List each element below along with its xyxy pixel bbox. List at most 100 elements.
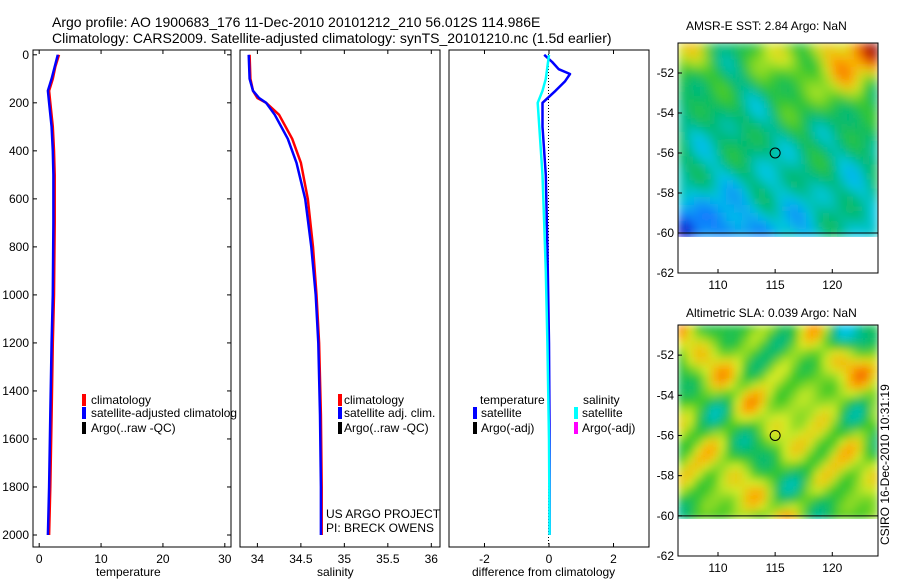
x-tick-label: 2 xyxy=(610,552,617,566)
x-tick-label: 36 xyxy=(425,552,439,566)
difference-plot-lines xyxy=(536,53,572,536)
legend-swatch-temp-satellite xyxy=(473,407,477,419)
legend-label-climatology: climatology xyxy=(91,393,151,407)
series-line-1 xyxy=(46,54,60,536)
y-tick-label: -58 xyxy=(657,186,675,200)
sst-map-panel: AMSR-E SST: 2.84 Argo: NaN 110 115 120 -52 -… xyxy=(657,19,879,292)
legend-swatch-sal-satellite xyxy=(574,407,578,419)
y-tick-label: 800 xyxy=(9,240,29,254)
x-tick-label: 0 xyxy=(36,552,43,566)
salinity-axis-label: salinity xyxy=(317,565,354,579)
x-tick-label: 30 xyxy=(218,552,232,566)
float-position-marker xyxy=(769,147,781,159)
legend-label-satellite: satellite-adjusted climatolog xyxy=(91,406,237,420)
y-tick-label: -56 xyxy=(657,428,675,442)
x-tick-label: 20 xyxy=(156,552,170,566)
y-tick-label: 600 xyxy=(9,192,29,206)
x-tick-label: 115 xyxy=(766,561,785,575)
x-tick-label: 35.5 xyxy=(376,552,400,566)
x-tick-label: 110 xyxy=(708,561,727,575)
y-tick-label: 1600 xyxy=(2,432,29,446)
difference-x-ticks: -2 0 2 xyxy=(479,50,617,566)
sst-map-title: AMSR-E SST: 2.84 Argo: NaN xyxy=(686,19,847,33)
y-tick-label: 1400 xyxy=(2,384,29,398)
difference-legend: temperature satellite Argo(-adj) salinit… xyxy=(473,393,635,435)
legend-swatch-sal-argo xyxy=(574,422,578,434)
y-tick-label: 0 xyxy=(22,48,29,62)
temperature-axis-label: temperature xyxy=(96,565,161,579)
temperature-panel: 0 10 20 30 0 200 400 600 800 1000 1200 1400 1600 180… xyxy=(2,48,237,579)
series-line-0 xyxy=(248,54,323,535)
sla-map-ticks: 110 115 120 -52 -54 -56 -58 -60 -62 xyxy=(657,348,878,575)
legend-label-satellite: satellite adj. clim. xyxy=(344,406,435,420)
float-position-marker xyxy=(769,429,781,441)
legend-swatch-climatology xyxy=(82,394,86,406)
y-tick-label: -60 xyxy=(657,226,675,240)
legend-heading-salinity: salinity xyxy=(583,393,620,407)
y-tick-label: -58 xyxy=(657,469,675,483)
sla-map-panel: Altimetric SLA: 0.039 Argo: NaN 110 115 12… xyxy=(657,306,879,575)
sla-heatmap xyxy=(678,325,878,519)
legend-swatch-satellite xyxy=(338,407,342,419)
legend-label-sal-argo: Argo(-adj) xyxy=(582,421,635,435)
legend-label-temp-satellite: satellite xyxy=(481,406,522,420)
temperature-plot-lines xyxy=(46,54,61,536)
series-line-0 xyxy=(541,53,572,535)
x-tick-label: 10 xyxy=(94,552,108,566)
figure-title-line1: Argo profile: AO 1900683_176 11-Dec-2010… xyxy=(52,14,540,30)
x-tick-label: 110 xyxy=(708,278,727,292)
y-tick-label: 400 xyxy=(9,144,29,158)
sst-map-ticks: 110 115 120 -52 -54 -56 -58 -60 -62 xyxy=(657,66,878,292)
y-tick-label: 1000 xyxy=(2,288,29,302)
y-tick-label: -54 xyxy=(657,388,675,402)
legend-swatch-argo xyxy=(82,422,86,434)
sla-map-title: Altimetric SLA: 0.039 Argo: NaN xyxy=(686,306,857,320)
legend-swatch-temp-argo xyxy=(473,422,477,434)
y-tick-label: -56 xyxy=(657,146,675,160)
y-tick-label: -52 xyxy=(657,348,675,362)
temperature-x-ticks: 0 10 20 30 xyxy=(36,50,232,566)
legend-swatch-argo xyxy=(338,422,342,434)
y-tick-label: 2000 xyxy=(2,528,29,542)
y-tick-label: -62 xyxy=(657,266,675,280)
y-tick-label: 1800 xyxy=(2,480,29,494)
figure-title-line2: Climatology: CARS2009. Satellite-adjuste… xyxy=(52,30,612,46)
x-tick-label: -2 xyxy=(479,552,490,566)
x-tick-label: 34 xyxy=(251,552,265,566)
salinity-plot-lines xyxy=(247,54,323,535)
x-tick-label: 0 xyxy=(546,552,553,566)
y-tick-label: -54 xyxy=(657,106,675,120)
legend-label-argo: Argo(..raw -QC) xyxy=(344,421,429,435)
timestamp-label: CSIRO 16-Dec-2010 10:31:19 xyxy=(878,384,892,545)
legend-label-temp-argo: Argo(-adj) xyxy=(481,421,534,435)
legend-label-argo: Argo(..raw -QC) xyxy=(91,421,176,435)
y-tick-label: 1200 xyxy=(2,336,29,350)
y-tick-label: -60 xyxy=(657,509,675,523)
sst-heatmap xyxy=(678,43,878,237)
series-line-1 xyxy=(536,54,551,536)
x-tick-label: 115 xyxy=(766,278,785,292)
y-tick-label: -62 xyxy=(657,549,675,563)
salinity-x-ticks: 34 34.5 35 35.5 36 xyxy=(251,50,439,566)
legend-swatch-climatology xyxy=(338,394,342,406)
series-line-1 xyxy=(247,54,323,535)
project-note-line2: PI: BRECK OWENS xyxy=(326,521,434,535)
x-tick-label: 120 xyxy=(822,278,842,292)
legend-heading-temperature: temperature xyxy=(480,393,545,407)
depth-y-ticks: 0 200 400 600 800 1000 1200 1400 1600 1800 2000 xyxy=(2,48,231,542)
y-tick-label: 200 xyxy=(9,96,29,110)
project-note-line1: US ARGO PROJECT xyxy=(326,507,441,521)
legend-label-sal-satellite: satellite xyxy=(582,406,623,420)
difference-panel: -2 0 2 difference from climatology tempera… xyxy=(448,49,650,579)
x-tick-label: 34.5 xyxy=(289,552,313,566)
salinity-legend: climatology satellite adj. clim. Argo(..… xyxy=(338,393,435,435)
difference-axis-label: difference from climatology xyxy=(472,565,615,579)
x-tick-label: 35 xyxy=(338,552,352,566)
legend-swatch-satellite xyxy=(82,407,86,419)
legend-label-climatology: climatology xyxy=(344,393,404,407)
x-tick-label: 120 xyxy=(822,561,842,575)
temperature-legend: climatology satellite-adjusted climatolo… xyxy=(82,393,237,435)
salinity-panel: 34 34.5 35 35.5 36 salinity climatology sate… xyxy=(239,49,441,579)
y-tick-label: -52 xyxy=(657,66,675,80)
